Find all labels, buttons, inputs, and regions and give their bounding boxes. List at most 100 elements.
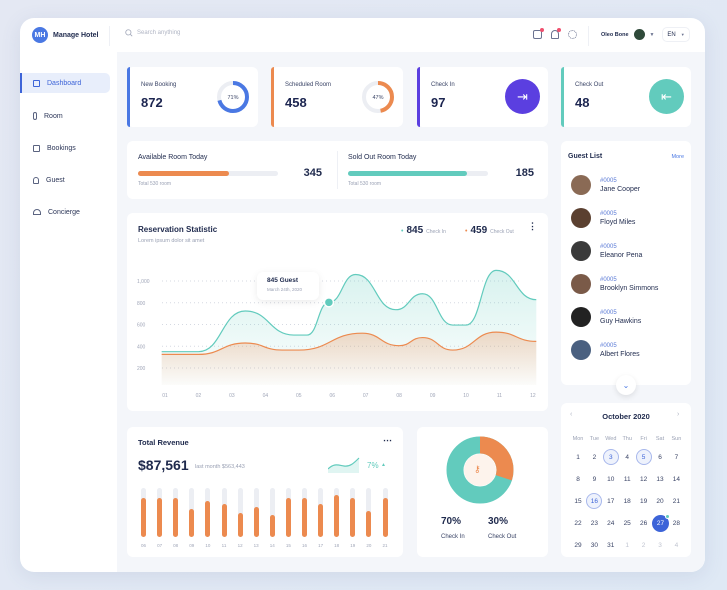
stat-card-new-booking[interactable]: New Booking 872 71% bbox=[127, 67, 258, 127]
revenue-bar[interactable] bbox=[189, 509, 195, 537]
stat-card-scheduled-room[interactable]: Scheduled Room 458 47% bbox=[271, 67, 403, 127]
calendar-day[interactable]: 13 bbox=[656, 475, 664, 483]
guest-list-item[interactable]: #0005 Guy Hawkins bbox=[571, 304, 641, 330]
calendar-day[interactable]: 1 bbox=[576, 453, 580, 461]
notification-dot bbox=[557, 28, 561, 32]
revenue-bar-track bbox=[237, 488, 243, 537]
revenue-bar-label: 08 bbox=[173, 543, 179, 548]
calendar-day[interactable]: 7 bbox=[674, 453, 679, 461]
sidebar-item-concierge[interactable]: Concierge bbox=[20, 202, 110, 222]
sidebar-item-bookings[interactable]: Bookings bbox=[20, 138, 110, 158]
calendar-day[interactable]: 20 bbox=[656, 497, 664, 505]
revenue-bar-label: 13 bbox=[253, 543, 259, 548]
gear-icon[interactable] bbox=[568, 30, 577, 39]
prev-month-button[interactable]: ‹ bbox=[570, 411, 573, 418]
guest-info: #0005 Floyd Miles bbox=[600, 211, 635, 226]
calendar-day[interactable]: 2 bbox=[641, 541, 646, 549]
search-input[interactable]: Search anything bbox=[125, 29, 325, 37]
stat-card-check-in[interactable]: Check In 97 ⇥ bbox=[417, 67, 548, 127]
calendar-day[interactable]: 8 bbox=[576, 475, 580, 483]
revenue-bar[interactable] bbox=[366, 510, 372, 537]
revenue-bar[interactable] bbox=[221, 503, 227, 537]
calendar-day[interactable]: 4 bbox=[674, 541, 679, 549]
revenue-bar[interactable] bbox=[205, 500, 211, 537]
revenue-bar[interactable] bbox=[157, 498, 163, 537]
calendar-day[interactable]: 1 bbox=[625, 541, 629, 549]
calendar-day[interactable]: 14 bbox=[672, 475, 680, 483]
calendar-day[interactable]: 10 bbox=[607, 475, 615, 483]
calendar-day[interactable]: 26 bbox=[639, 519, 648, 527]
calendar-day[interactable]: 22 bbox=[574, 519, 582, 527]
sidebar-item-dashboard[interactable]: Dashboard bbox=[20, 73, 110, 93]
bell-icon[interactable] bbox=[551, 28, 561, 39]
revenue-bar[interactable] bbox=[173, 498, 179, 537]
sidebar-item-room[interactable]: Room bbox=[20, 106, 110, 126]
revenue-bar[interactable] bbox=[302, 498, 307, 537]
guest-list-item[interactable]: #0005 Brooklyn Simmons bbox=[571, 271, 658, 297]
calendar-day[interactable]: 28 bbox=[672, 519, 680, 527]
more-options-icon[interactable]: ⋯ bbox=[383, 435, 392, 445]
guest-list-item[interactable]: #0005 Albert Flores bbox=[571, 337, 640, 363]
guest-list-item[interactable]: #0005 Eleanor Pena bbox=[571, 238, 642, 264]
revenue-bar[interactable] bbox=[269, 514, 275, 537]
calendar-day[interactable]: 3 bbox=[602, 449, 619, 465]
calendar-day[interactable]: 3 bbox=[658, 541, 662, 549]
accent-bar bbox=[127, 67, 130, 127]
guest-id: #0005 bbox=[600, 177, 617, 184]
calendar-day[interactable]: 21 bbox=[672, 497, 680, 505]
revenue-bar[interactable] bbox=[382, 498, 388, 537]
calendar-day[interactable]: 18 bbox=[623, 497, 631, 505]
revenue-bar[interactable] bbox=[318, 504, 324, 537]
calendar-day[interactable]: 11 bbox=[623, 475, 631, 483]
revenue-bar[interactable] bbox=[253, 506, 259, 537]
weekday-label: Mon bbox=[572, 436, 584, 442]
calendar-day[interactable]: 9 bbox=[592, 475, 597, 483]
stat-card-check-out[interactable]: Check Out 48 ⇤ bbox=[561, 67, 691, 127]
revenue-bar-label: 09 bbox=[189, 543, 195, 548]
calendar-day[interactable]: 12 bbox=[639, 475, 648, 483]
calendar-day[interactable]: 29 bbox=[574, 541, 582, 549]
guest-list-item[interactable]: #0005 Jane Cooper bbox=[571, 172, 640, 198]
calendar-day[interactable]: 16 bbox=[586, 493, 603, 509]
language-select[interactable]: EN ▼ bbox=[662, 27, 690, 42]
y-tick-label: 1,000 bbox=[137, 279, 150, 285]
user-menu[interactable]: Oleo Bone ▼ bbox=[601, 29, 654, 40]
calendar-day[interactable]: 17 bbox=[607, 497, 615, 505]
calendar-day[interactable]: 25 bbox=[623, 519, 631, 527]
guest-list-card: Guest List More #0005 Jane Cooper #0005 Flo… bbox=[561, 141, 691, 385]
revenue-bar[interactable] bbox=[350, 498, 356, 537]
key-icon bbox=[33, 112, 37, 120]
guest-name: Brooklyn Simmons bbox=[600, 284, 659, 292]
revenue-bar[interactable] bbox=[334, 494, 340, 537]
divider bbox=[109, 26, 110, 46]
calendar-day[interactable]: 30 bbox=[590, 541, 598, 549]
legend-label: Check Out bbox=[490, 229, 514, 235]
revenue-bar[interactable] bbox=[285, 498, 291, 537]
sidebar-item-guest[interactable]: Guest bbox=[20, 170, 110, 190]
calendar-notification-button[interactable] bbox=[533, 28, 544, 39]
logo[interactable]: MH Manage Hotel bbox=[32, 27, 99, 43]
key-icon: ⚷ bbox=[474, 464, 481, 474]
calendar-day[interactable]: 24 bbox=[607, 519, 615, 527]
next-month-button[interactable]: › bbox=[677, 411, 680, 418]
more-link[interactable]: More bbox=[671, 154, 684, 160]
calendar-day[interactable]: 6 bbox=[658, 453, 662, 461]
avatar bbox=[571, 241, 591, 261]
scroll-down-button[interactable]: ⌄ bbox=[616, 375, 636, 395]
revenue-bar-label: 06 bbox=[140, 543, 146, 548]
calendar-day[interactable]: 4 bbox=[625, 453, 629, 461]
revenue-bar[interactable] bbox=[141, 498, 146, 537]
calendar-day[interactable]: 2 bbox=[592, 453, 597, 461]
calendar-day[interactable]: 5 bbox=[635, 449, 652, 465]
highlight-point[interactable] bbox=[323, 297, 335, 308]
calendar-day[interactable]: 15 bbox=[574, 497, 582, 505]
calendar-day[interactable]: 23 bbox=[590, 519, 598, 527]
revenue-bar-track bbox=[173, 488, 179, 537]
calendar-day[interactable]: 19 bbox=[639, 497, 648, 505]
revenue-bar[interactable] bbox=[237, 512, 243, 537]
revenue-value: $87,561 bbox=[138, 457, 189, 473]
more-options-icon[interactable]: ⋮ bbox=[528, 221, 537, 231]
guest-list-item[interactable]: #0005 Floyd Miles bbox=[571, 205, 635, 231]
calendar-day-selected[interactable]: 27 bbox=[652, 514, 670, 532]
calendar-day[interactable]: 31 bbox=[607, 541, 615, 549]
